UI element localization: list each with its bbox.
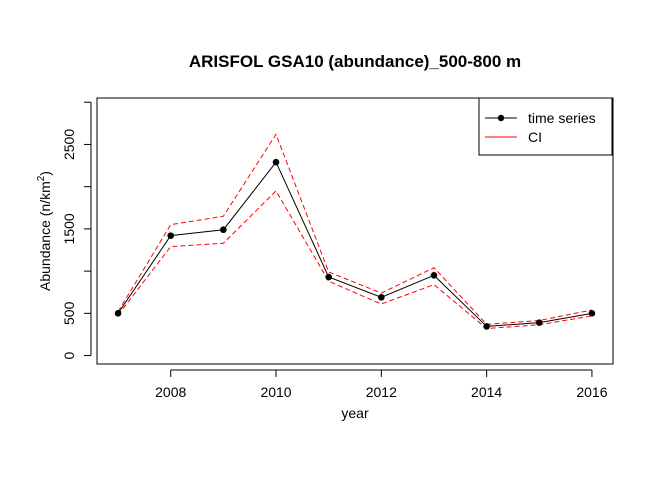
y-axis-label-unit: n/km (37, 181, 53, 211)
y-tick-label: 2500 (61, 129, 77, 160)
x-tick-label: 2016 (576, 384, 607, 400)
time-series-point (430, 272, 438, 279)
legend-marker-time-series (497, 114, 505, 122)
y-tick-label: 500 (61, 301, 77, 325)
x-tick-label: 2010 (260, 384, 291, 400)
y-axis-label: Abundance (n/km2) (36, 171, 53, 291)
x-tick-label: 2012 (366, 384, 397, 400)
time-series-point (588, 310, 596, 317)
y-tick-label: 1500 (61, 213, 77, 244)
time-series-point (325, 273, 332, 281)
legend: time series CI (478, 97, 613, 156)
x-tick-label: 2008 (155, 384, 186, 400)
x-tick-label: 2014 (471, 384, 502, 400)
y-axis-label-main: Abundance (37, 220, 53, 291)
time-series-point (220, 226, 227, 234)
legend-label-ci: CI (528, 129, 542, 145)
y-axis-label-close-paren: ) (37, 171, 53, 176)
legend-label-time-series: time series (528, 110, 596, 126)
time-series-point (535, 319, 543, 326)
time-series-point (114, 310, 122, 317)
ci-lower-line (117, 190, 593, 330)
time-series-point (272, 158, 280, 166)
x-axis: 2008 2010 2012 2014 2016 (155, 369, 608, 400)
y-tick-label: 0 (61, 351, 77, 359)
y-axis-label-open-paren: ( (37, 211, 53, 216)
time-series-point (167, 232, 175, 239)
y-axis: 0 500 1500 2500 (61, 101, 92, 359)
series-layer (114, 133, 596, 330)
ci-upper-line (117, 133, 593, 325)
time-series-point (378, 293, 385, 301)
time-series-point (483, 323, 490, 330)
x-axis-label: year (341, 405, 369, 421)
legend-box (478, 97, 613, 156)
chart-title: ARISFOL GSA10 (abundance)_500-800 m (189, 52, 521, 71)
y-axis-label-unit-sup: 2 (36, 175, 47, 181)
time-series-line (117, 161, 593, 327)
plot-frame (96, 97, 614, 365)
